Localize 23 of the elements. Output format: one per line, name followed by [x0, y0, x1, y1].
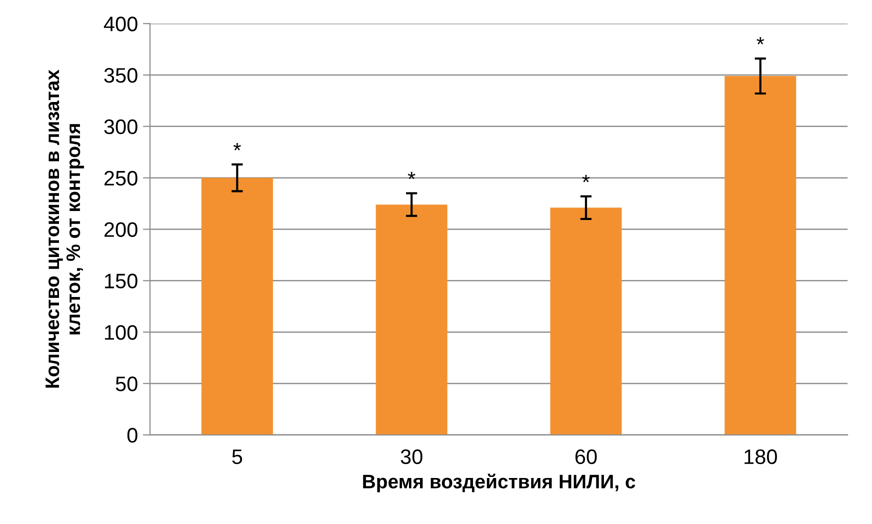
y-tick-label: 150 [105, 274, 138, 288]
y-tick-label: 200 [104, 222, 138, 238]
y-tick-label: 50 [116, 376, 138, 392]
y-tick-label: 100 [105, 325, 138, 340]
bar [550, 208, 622, 435]
y-tick-label: 350 [104, 68, 138, 83]
x-tick-label: 180 [744, 449, 777, 464]
y-tick-label: 250 [104, 170, 138, 186]
annotation: * [408, 172, 416, 180]
x-tick-label: 60 [575, 449, 597, 464]
annotation: * [756, 37, 764, 44]
y-axis-title: Количество цитокинов в лизатах клеток, % от контроля [46, 70, 84, 388]
bar [201, 178, 273, 435]
bar [724, 76, 796, 435]
x-axis-title: Время воздействия НИЛИ, с [363, 474, 636, 492]
annotation: * [233, 143, 241, 150]
annotation: * [582, 174, 590, 182]
x-tick-label: 5 [232, 450, 242, 464]
bar [376, 204, 448, 435]
y-tick-label: 400 [104, 16, 138, 32]
x-tick-label: 30 [400, 449, 422, 464]
y-tick-label: 0 [127, 428, 138, 443]
y-tick-label: 300 [104, 119, 138, 134]
